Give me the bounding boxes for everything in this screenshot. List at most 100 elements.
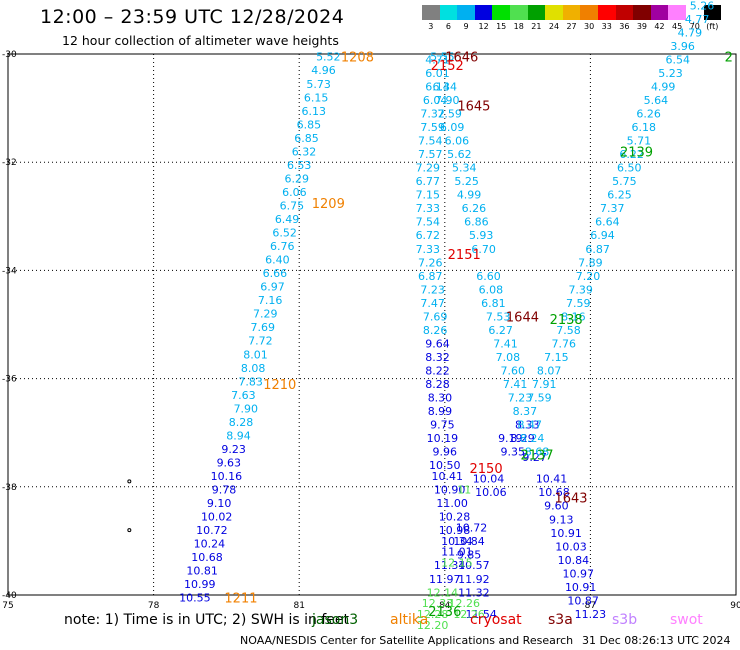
swh-value: 10.98 <box>439 524 471 537</box>
swh-value: 7.72 <box>248 335 273 348</box>
legend-swatch <box>685 5 704 20</box>
pass-time-label: 2 <box>725 51 733 66</box>
swh-value: 8.07 <box>537 364 562 377</box>
pass-time-label: 1209 <box>312 197 345 212</box>
swh-value: 10.91 <box>550 527 582 540</box>
legend-label: (ft) <box>706 22 719 31</box>
swh-value: 5.62 <box>447 148 472 161</box>
satellite-swot: swot <box>670 612 703 628</box>
swh-value: 5.75 <box>612 175 637 188</box>
swh-value: 6.04 <box>423 94 448 107</box>
legend-label: 3 <box>428 22 434 31</box>
y-tick-label: -30 <box>2 50 17 60</box>
swh-value: 5.25 <box>454 175 479 188</box>
legend-label: 36 <box>619 22 630 31</box>
swh-value: 10.68 <box>191 551 223 564</box>
legend-swatch <box>580 5 598 20</box>
swh-value: 7.58 <box>556 324 581 337</box>
swh-value: 6.87 <box>585 243 610 256</box>
satellite-s3a: s3a <box>548 612 573 628</box>
swh-value: 10.90 <box>434 484 466 497</box>
pass-time-label: 1645 <box>457 99 490 114</box>
pass-time-label: 2138 <box>550 313 583 328</box>
swh-value: 10.50 <box>429 459 461 472</box>
location-marker <box>127 479 132 484</box>
swh-value: 11.32 <box>458 586 490 599</box>
swh-value: 7.15 <box>416 189 441 202</box>
legend-labels: 3 6 9 12 15 18 21 24 27 30 33 36 39 42 45 70 (ft) <box>422 22 721 31</box>
swh-value: 6.40 <box>265 254 290 267</box>
swh-value: 11.00 <box>436 497 468 510</box>
swh-value: 6.01 <box>425 67 450 80</box>
footer-note: note: 1) Time is in UTC; 2) SWH is in fe… <box>64 612 350 628</box>
swh-value: 7.89 <box>578 256 603 269</box>
swh-value: 6.26 <box>636 108 661 121</box>
swh-value: 7.26 <box>418 256 443 269</box>
swh-value: 12.33 <box>422 597 454 610</box>
swh-value: 7.08 <box>496 351 521 364</box>
swh-value: 7.29 <box>253 308 278 321</box>
swh-value: 6.32 <box>292 145 317 158</box>
swh-value: 8.33 <box>515 419 540 432</box>
swh-value: 6.64 <box>595 216 620 229</box>
swh-value: 6.70 <box>471 243 496 256</box>
swh-value: 6.87 <box>418 270 443 283</box>
satellite-jason3: jason3 <box>312 612 359 628</box>
swh-value: 10.84 <box>558 554 590 567</box>
legend-swatch <box>492 5 510 20</box>
swh-value: 6.18 <box>632 121 657 134</box>
pass-time-label: 1643 <box>554 492 587 507</box>
x-tick-label: 84 <box>439 601 451 611</box>
y-tick-label: -32 <box>2 158 17 168</box>
swh-value: 6.94 <box>590 229 615 242</box>
swh-value: 9.23 <box>221 443 246 456</box>
swh-value: 6.52 <box>272 227 297 240</box>
y-tick-label: -34 <box>2 266 17 276</box>
pass-time-label: 2136 <box>428 605 461 620</box>
legend-label: 24 <box>548 22 560 31</box>
swh-value: 11 <box>457 484 471 497</box>
swh-value: 5.93 <box>469 229 494 242</box>
legend-label: 42 <box>654 22 665 31</box>
swh-value: 8.30 <box>428 392 453 405</box>
chart-subtitle: 12 hour collection of altimeter wave hei… <box>62 33 339 48</box>
swh-value: 10.34 <box>441 535 473 548</box>
x-tick-label: 81 <box>293 601 304 611</box>
swh-value: 12.15 <box>441 557 473 570</box>
swh-value: 6.81 <box>481 297 506 310</box>
swh-value: 10.24 <box>194 538 226 551</box>
swh-value: 8.26 <box>423 324 448 337</box>
swh-value: 7.41 <box>503 378 528 391</box>
swh-value: 7.20 <box>576 270 601 283</box>
swh-value: 10.91 <box>565 581 597 594</box>
swh-value: 9.64 <box>425 337 450 350</box>
swh-value: 3.96 <box>670 40 695 53</box>
legend-swatch <box>668 5 686 20</box>
swh-value: 10.87 <box>567 594 599 607</box>
swh-value: 9.27 <box>522 451 547 464</box>
legend-label: 15 <box>496 22 507 31</box>
swh-value: 9.60 <box>544 500 569 513</box>
swh-value: 4.79 <box>678 26 703 39</box>
swh-value: 6.54 <box>666 53 691 66</box>
swh-value: 11.97 <box>429 573 461 586</box>
swh-value: 5.34 <box>452 162 477 175</box>
satellite-cryosat: cryosat <box>470 612 522 628</box>
swh-value: 6.06 <box>282 186 307 199</box>
swh-value: 7.91 <box>532 378 557 391</box>
swh-value: 6.86 <box>464 216 489 229</box>
swh-value: 8.68 <box>525 446 550 459</box>
swh-value: 7.59 <box>420 121 445 134</box>
legend-swatch <box>527 5 546 20</box>
legend-swatch <box>545 5 563 20</box>
swh-value: 7.54 <box>416 216 441 229</box>
swh-value: 4.99 <box>457 189 482 202</box>
swh-value: 10.16 <box>211 470 243 483</box>
swh-value: 4.99 <box>651 80 676 93</box>
swh-value: 7.69 <box>423 310 448 323</box>
swh-value: 4.96 <box>311 64 336 77</box>
swh-value: 6.75 <box>280 199 305 212</box>
swh-value: 10.57 <box>458 559 490 572</box>
legend-swatch <box>474 5 493 20</box>
swh-value: 6.25 <box>607 189 632 202</box>
